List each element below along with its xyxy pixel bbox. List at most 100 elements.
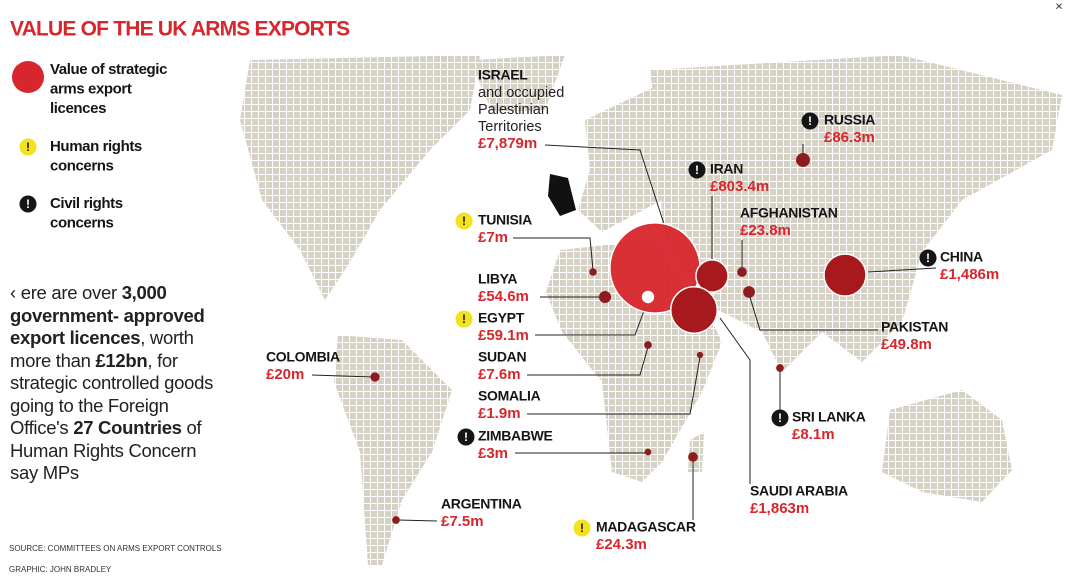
uk xyxy=(548,174,576,216)
bubbles xyxy=(370,153,867,524)
intro-run: , for strategic controlled goods going t… xyxy=(10,349,214,439)
civil-rights-icon xyxy=(688,161,706,179)
export-value: £23.8m xyxy=(740,222,791,239)
leader-line xyxy=(748,293,878,331)
legend-label: arms export xyxy=(50,80,132,97)
export-bubble xyxy=(688,452,698,462)
human-rights-icon xyxy=(573,519,591,537)
export-value: £7m xyxy=(478,229,508,246)
intro-run: ‹ ere are over xyxy=(10,282,122,303)
export-value: £1.9m xyxy=(478,405,521,422)
export-bubble xyxy=(696,351,704,359)
export-value: £86.3m xyxy=(824,129,875,146)
legend-label: concerns xyxy=(50,214,114,231)
icon-mark: ! xyxy=(26,197,30,211)
country-name: IRAN xyxy=(710,161,743,177)
intro-run: 27 Countries xyxy=(73,417,182,438)
export-value: £49.8m xyxy=(881,336,932,353)
country-name: AFGHANISTAN xyxy=(740,205,838,221)
leader-line xyxy=(527,356,701,415)
legend-label: concerns xyxy=(50,157,114,174)
country-name: PAKISTAN xyxy=(881,319,948,335)
leader-line xyxy=(719,317,751,484)
export-bubble xyxy=(776,364,784,372)
country-name: MADAGASCAR xyxy=(596,519,696,535)
export-value: £1,486m xyxy=(940,266,999,283)
export-bubble xyxy=(589,268,597,276)
export-value: £7.5m xyxy=(441,513,484,530)
export-value: £7.6m xyxy=(478,366,521,383)
export-value: £54.6m xyxy=(478,288,529,305)
icon-mark: ! xyxy=(778,411,782,425)
icon-mark: ! xyxy=(580,521,584,535)
civil-rights-icon xyxy=(919,249,937,267)
export-bubble xyxy=(641,290,655,304)
export-value: £1,863m xyxy=(750,500,809,517)
civil-rights-icon xyxy=(801,112,819,130)
greenland xyxy=(470,55,565,112)
icon-mark: ! xyxy=(926,251,930,265)
intro-run: 3,000 government- approved export licenc… xyxy=(10,282,205,348)
legend-label: licences xyxy=(50,100,106,117)
export-value: £59.1m xyxy=(478,327,529,344)
country-name: SUDAN xyxy=(478,349,526,365)
icon-mark: ! xyxy=(462,214,466,228)
icon-mark: ! xyxy=(808,114,812,128)
legend-label: Value of strategic xyxy=(50,61,167,78)
country-name: CHINA xyxy=(940,249,983,265)
export-bubble xyxy=(796,153,810,167)
export-bubble xyxy=(644,341,652,349)
south-america xyxy=(334,335,452,565)
export-value: £20m xyxy=(266,366,304,383)
human-rights-icon xyxy=(455,310,473,328)
export-value: £3m xyxy=(478,445,508,462)
landmasses xyxy=(240,55,1062,565)
country-name: SAUDI ARABIA xyxy=(750,483,848,499)
human-rights-icon xyxy=(19,138,37,156)
country-name: ARGENTINA xyxy=(441,496,522,512)
leader-line xyxy=(867,267,937,273)
icon-mark: ! xyxy=(695,163,699,177)
intro-run: £12bn xyxy=(95,349,148,371)
intro-text: ‹ ere are over 3,000 government- approve… xyxy=(10,282,215,485)
legend-label: Civil rights xyxy=(50,195,123,212)
leader-line xyxy=(397,519,438,522)
export-bubble xyxy=(598,290,612,304)
leader-line xyxy=(311,374,374,378)
country-name: SOMALIA xyxy=(478,388,541,404)
intro-run: of Human Rights Concern say MPs xyxy=(10,417,202,483)
leader-line xyxy=(527,346,649,376)
legend-label: Human rights xyxy=(50,138,142,155)
country-name: COLOMBIA xyxy=(266,349,340,365)
title: VALUE OF THE UK ARMS EXPORTS xyxy=(10,18,350,41)
country-name: LIBYA xyxy=(478,271,517,287)
credit: GRAPHIC: JOHN BRADLEY xyxy=(9,565,112,574)
civil-rights-icon xyxy=(457,428,475,446)
civil-rights-icon xyxy=(19,195,37,213)
legend-bubble xyxy=(12,61,44,93)
export-bubble xyxy=(743,286,755,298)
north-america xyxy=(240,55,480,300)
export-value: £803.4m xyxy=(710,178,769,195)
country-note: Territories xyxy=(478,119,542,135)
icon-mark: ! xyxy=(26,140,30,154)
close-button[interactable]: × xyxy=(1055,0,1063,13)
leader-line xyxy=(544,144,665,225)
country-note: and occupied xyxy=(478,85,564,101)
icon-mark: ! xyxy=(462,312,466,326)
icon-mark: ! xyxy=(464,430,468,444)
country-name: SRI LANKA xyxy=(792,409,866,425)
country-name: ISRAEL xyxy=(478,67,528,83)
civil-rights-icon xyxy=(771,409,789,427)
leader-line xyxy=(513,237,594,271)
country-name: ZIMBABWE xyxy=(478,428,553,444)
intro-run: , worth more than xyxy=(10,327,194,371)
export-bubble xyxy=(644,448,652,456)
australia xyxy=(882,390,1012,502)
country-name: TUNISIA xyxy=(478,212,532,228)
export-bubble xyxy=(695,259,729,293)
country-name: RUSSIA xyxy=(824,112,875,128)
source: SOURCE: COMMITTEES ON ARMS EXPORT CONTRO… xyxy=(9,544,222,553)
